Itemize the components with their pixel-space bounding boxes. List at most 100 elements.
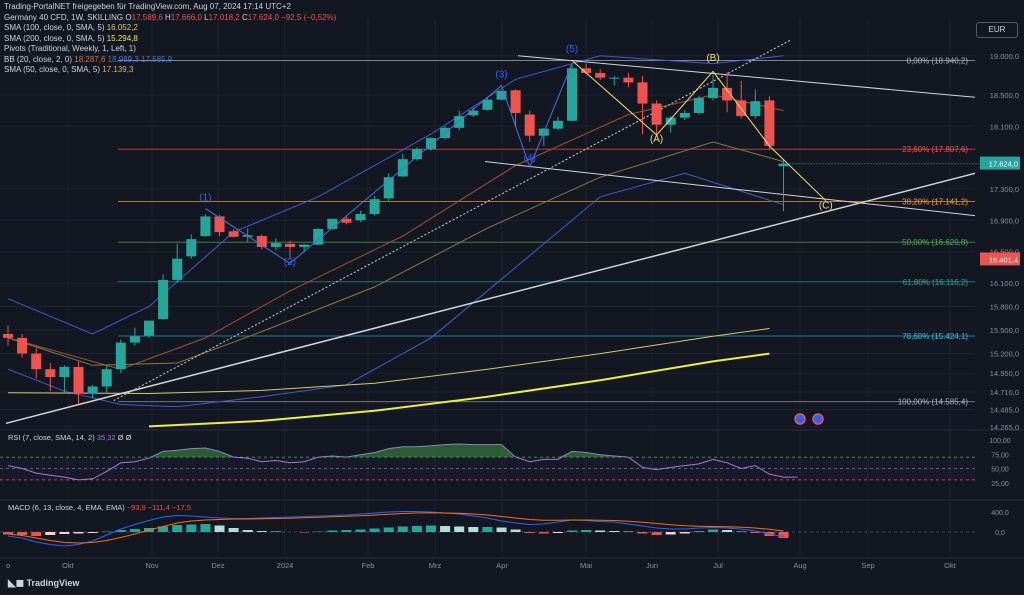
candle [313,228,324,245]
candle [59,366,70,378]
candle [45,369,56,378]
current-price-badge [980,156,1020,170]
candle [679,112,690,118]
rsi-legend[interactable]: RSI (7, close, SMA, 14, 2) 35,32 Ø Ø [8,433,132,442]
time-axis-label: Okt [944,561,957,570]
macd-histogram-bar [200,524,211,532]
candle [764,100,775,146]
rsi-axis-label: 75,00 [991,452,1009,459]
sma100-line [7,328,770,395]
price-axis-label: 16.100,0 [990,279,1019,288]
macd-histogram-bar [411,526,422,532]
macd-histogram-bar [115,530,126,532]
macd-histogram-bar [426,525,436,532]
indicator-bb[interactable]: BB (20, close, 2, 0) 18.287,6 18.989,3 1… [4,54,173,64]
macd-histogram-bar [397,526,408,532]
candle [115,342,126,370]
macd-histogram-bar [214,525,225,532]
candle [186,239,197,257]
indicator-sma50[interactable]: SMA (50, close, 0, SMA, 5) 17.139,3 [4,65,134,74]
price-axis-label: 16.900,0 [990,216,1019,225]
macd-axis-label: 400,0 [991,510,1009,517]
macd-signal-line [7,512,784,544]
macd-histogram-bar [440,526,451,532]
macd-histogram-bar [454,526,465,532]
macd-histogram-bar [665,532,676,535]
macd-histogram-bar [31,532,42,536]
candle [454,116,465,128]
candle [609,77,620,79]
macd-histogram-bar [538,532,549,534]
fib-level-label: 50,00% (16.620,8) [902,238,968,247]
fib-level-label: 0,00% (18.940,2) [907,56,969,65]
macd-histogram-bar [510,529,521,532]
macd-histogram-bar [45,532,56,535]
candle [581,68,592,73]
macd-axis-label: 0,0 [995,530,1005,537]
candle [383,177,394,199]
candle [665,117,676,125]
fib-level-label: 78,60% (15.424,1) [902,332,968,341]
wave-label: (B) [706,53,719,64]
price-axis-label: 15.200,0 [990,350,1019,359]
price-axis-label: 16.500,0 [990,248,1019,257]
rsi-axis-label: 100,00 [989,438,1011,445]
channel-upper [517,55,976,98]
candle [722,87,733,101]
macd-histogram-bar [693,531,704,532]
macd-histogram-bar [59,532,70,534]
candle [299,244,310,247]
indicator-sma200[interactable]: SMA (200, close, 0, SMA, 5) 15.294,8 [4,33,138,43]
time-axis-label: Aug [793,561,806,570]
price-axis-label: 14.710,0 [990,388,1019,397]
candle [750,101,761,117]
macd-histogram-bar [623,531,634,532]
macd-legend[interactable]: MACD (6, 13, close, 4, EMA, EMA) −93,9 −… [8,503,191,512]
currency-button[interactable]: EUR [976,22,1018,38]
elliott-abc-path [571,60,827,202]
macd-histogram-bar [256,531,267,532]
red-level-label: 16.401,4 [989,255,1018,264]
indicator-pivots[interactable]: Pivots (Traditional, Weekly, 1, Left, 1) [4,44,136,53]
macd-histogram-bar [595,530,606,532]
candle [637,82,648,104]
macd-histogram-bar [496,527,507,532]
bb-upper-line [7,55,784,335]
macd-histogram-bar [341,530,352,532]
time-axis-label: Mai [580,561,592,570]
red-level-badge [980,252,1020,266]
candle [129,336,140,343]
macd-histogram-bar [567,530,577,532]
symbol-name[interactable]: Germany 40 CFD, 1W, SKILLING [4,12,124,22]
macd-histogram-bar [679,532,690,534]
event-marker-icon [794,413,806,425]
candle [87,386,98,394]
share-title: Trading-PortalNET freigegeben für Tradin… [4,2,291,11]
macd-histogram-bar [736,531,747,532]
macd-histogram-bar [270,531,281,532]
wave-label: (3) [495,70,507,81]
macd-histogram-bar [651,532,662,535]
wave-label: (1) [199,193,211,204]
trendline-support [5,172,976,425]
rsi-axis-label: 25,00 [991,481,1009,488]
time-axis-label: Jul [713,561,723,570]
time-axis-label: Mrz [429,561,442,570]
time-axis-edge: o [6,561,10,570]
indicator-sma100[interactable]: SMA (100, close, 0, SMA, 5) 16.052,2 [4,23,138,32]
candle [172,258,183,280]
candle [256,236,267,247]
time-axis-label: Apr [496,561,508,570]
wave-label: (4) [524,153,536,164]
macd-histogram-bar [327,530,338,532]
macd-histogram-bar [299,532,310,533]
bb-basis-line [7,94,784,370]
candle [101,369,112,387]
candle [524,114,535,136]
candle [510,90,521,113]
macd-histogram-bar [609,531,620,532]
price-axis-label: 17.300,0 [990,185,1019,194]
macd-histogram-bar [313,531,324,532]
macd-histogram-bar [581,530,592,532]
